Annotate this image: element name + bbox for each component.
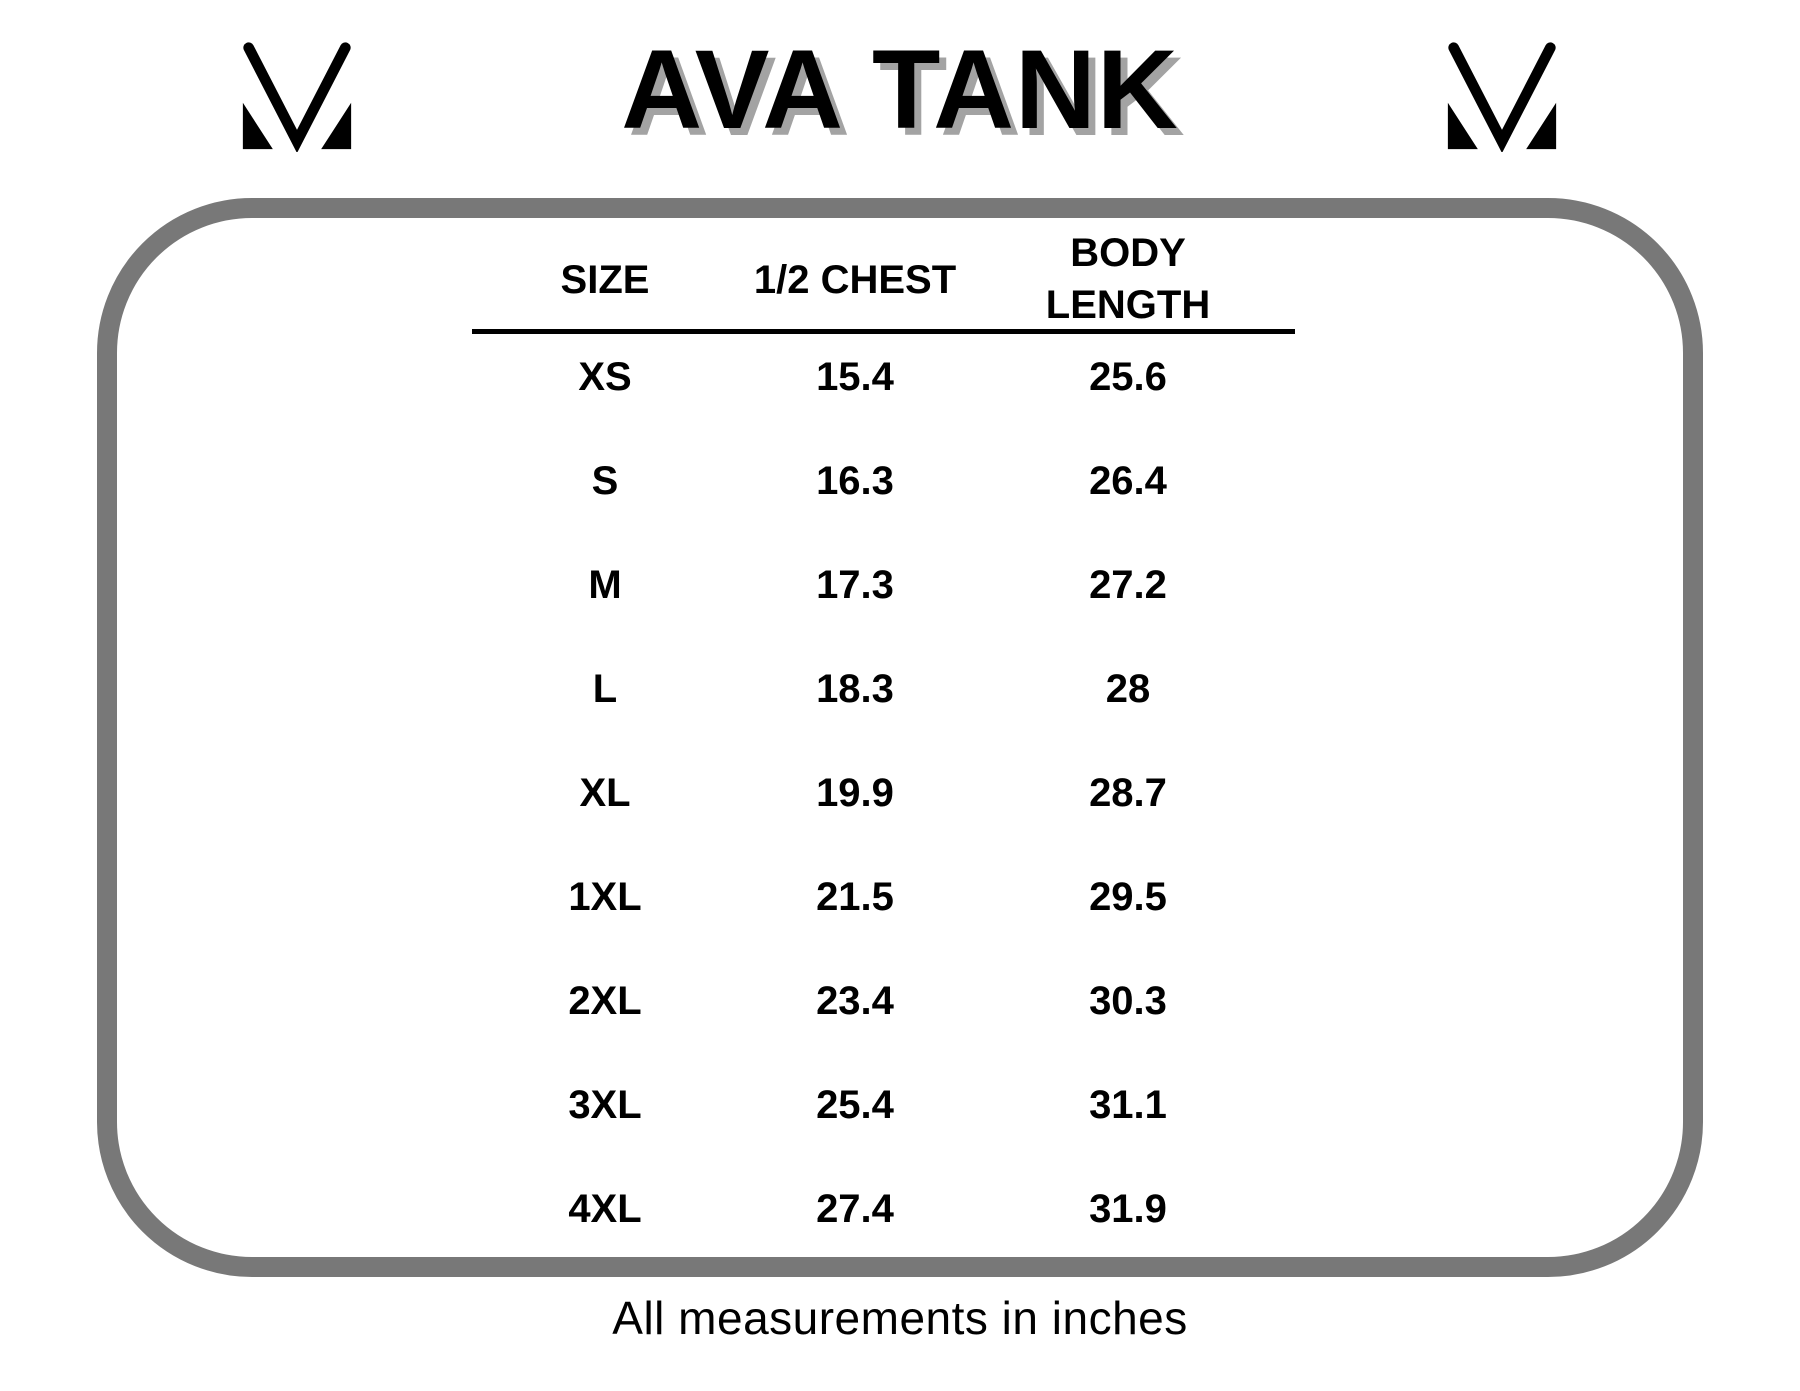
mv-monogram-icon [242, 42, 352, 152]
cell-body-length-value: 30.3 [1089, 979, 1167, 1023]
cell-half-chest-value: 15.4 [816, 355, 894, 399]
table-row: M 17.3 27.2 [0, 533, 1800, 637]
column-header-body-length: BODY LENGTH [978, 227, 1278, 331]
table-row: XL 19.9 28.7 [0, 741, 1800, 845]
cell-body-length-value: 31.1 [1089, 1083, 1167, 1127]
table-row: 3XL 25.4 31.1 [0, 1053, 1800, 1157]
column-header-body-line2: LENGTH [1045, 283, 1211, 327]
cell-half-chest-value: 21.5 [816, 875, 894, 919]
footer-note: All measurements in inches [612, 1292, 1188, 1344]
mv-monogram-icon [1447, 42, 1557, 152]
cell-half-chest-value: 19.9 [816, 771, 894, 815]
cell-body-length-value: 26.4 [1089, 459, 1167, 503]
cell-body-length-value: 27.2 [1089, 563, 1167, 607]
cell-half-chest-value: 25.4 [816, 1083, 894, 1127]
cell-body-length-value: 25.6 [1089, 355, 1167, 399]
cell-size-label: L [592, 667, 618, 711]
table-row: L 18.3 28 [0, 637, 1800, 741]
cell-body-length-value: 31.9 [1089, 1187, 1167, 1231]
column-header-half-chest: 1/2 CHEST [753, 258, 957, 302]
cell-half-chest-value: 23.4 [816, 979, 894, 1023]
table-row: S 16.3 26.4 [0, 429, 1800, 533]
cell-body-length-value: 29.5 [1089, 875, 1167, 919]
cell-size-label: 2XL [568, 979, 642, 1023]
column-header-body-line1: BODY [1070, 231, 1186, 275]
cell-half-chest-value: 18.3 [816, 667, 894, 711]
header-divider [472, 329, 1295, 334]
page-title: AVA TANK [621, 27, 1179, 152]
cell-half-chest-value: 16.3 [816, 459, 894, 503]
table-row: 4XL 27.4 31.9 [0, 1157, 1800, 1261]
table-row: 1XL 21.5 29.5 [0, 845, 1800, 949]
cell-size-label: 1XL [568, 875, 642, 919]
cell-size-label: 4XL [568, 1187, 642, 1231]
cell-size-label: 3XL [568, 1083, 642, 1127]
cell-half-chest-value: 17.3 [816, 563, 894, 607]
table-row: 2XL 23.4 30.3 [0, 949, 1800, 1053]
cell-body-length-value: 28.7 [1089, 771, 1167, 815]
column-header-size: SIZE [560, 258, 650, 302]
cell-size-label: XS [578, 355, 632, 399]
cell-half-chest-value: 27.4 [816, 1187, 894, 1231]
cell-size-label: M [588, 563, 622, 607]
table-row: XS 15.4 25.6 [0, 325, 1800, 429]
cell-size-label: S [591, 459, 619, 503]
cell-size-label: XL [579, 771, 631, 815]
cell-body-length-value: 28 [1105, 667, 1151, 711]
chart-frame [97, 198, 1703, 1277]
